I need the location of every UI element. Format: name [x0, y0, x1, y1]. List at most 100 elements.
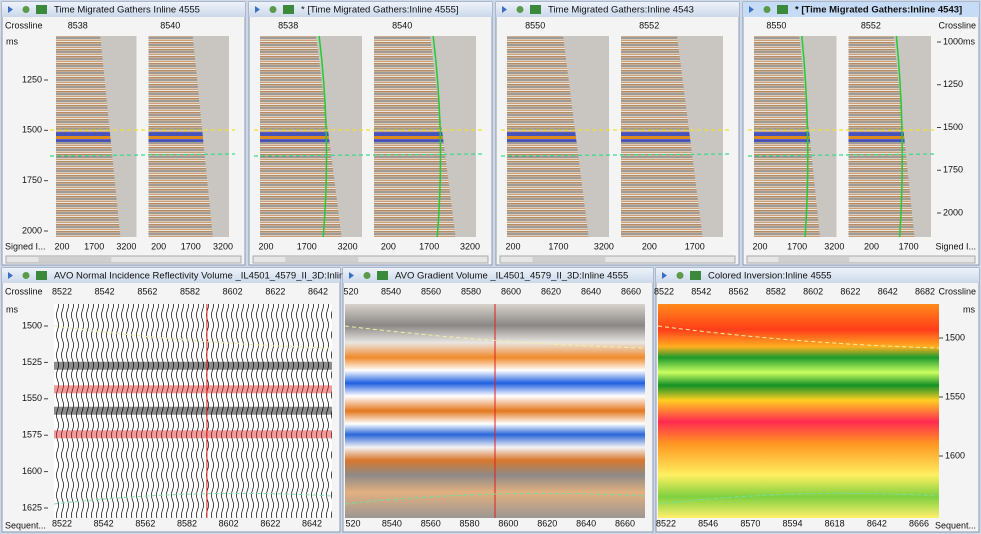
time-tick-label: 1750 [943, 165, 963, 175]
time-tick-label: 1250 [22, 74, 42, 84]
offset-label: 200 [752, 241, 767, 251]
bottom-tick-label: 8582 [177, 518, 197, 528]
play-icon [662, 272, 667, 279]
offset-label: 3200 [116, 241, 136, 251]
scrollbar[interactable] [746, 255, 976, 264]
mute-zone [563, 36, 609, 237]
event [148, 136, 229, 139]
title-bar [743, 2, 979, 17]
title-bar [496, 2, 739, 17]
crossline-label: 8642 [878, 286, 898, 296]
horizon [747, 153, 938, 157]
tree-icon [676, 272, 684, 279]
event [754, 136, 837, 139]
mute-zone [430, 36, 476, 237]
panel-title: Time Migrated Gathers:Inline 4543 [548, 5, 694, 16]
event [621, 136, 723, 139]
time-tick-label: 1500 [22, 125, 42, 135]
scrollbar[interactable] [5, 255, 242, 264]
event [54, 385, 332, 394]
scroll-thumb[interactable] [778, 257, 850, 262]
crossline-label: 8538 [68, 20, 88, 30]
time-tick-label: 2000 [943, 207, 963, 217]
horizon [344, 325, 646, 349]
crossline-label: 8560 [421, 286, 441, 296]
crossline-label: 8562 [729, 286, 749, 296]
offset-label: 200 [258, 241, 273, 251]
offset-label: 200 [151, 241, 166, 251]
bottom-tick-label: 520 [345, 518, 360, 528]
panel-title: Time Migrated Gathers Inline 4555 [54, 5, 200, 16]
axis-label: ms [963, 36, 975, 46]
offset-label: 1700 [548, 241, 568, 251]
scroll-thumb[interactable] [285, 257, 359, 262]
crossline-label: 8642 [308, 286, 328, 296]
scroll-thumb[interactable] [38, 257, 112, 262]
crossline-label: 8522 [654, 286, 674, 296]
horizon [253, 153, 483, 157]
time-tick-label: 2000 [22, 225, 42, 235]
bottom-tick-label: 8540 [382, 518, 402, 528]
tree-icon [269, 6, 277, 13]
offset-label: 1700 [84, 241, 104, 251]
crossline-label: 8542 [691, 286, 711, 296]
tm-logo [690, 271, 701, 280]
event [260, 136, 362, 139]
panel-title: * [Time Migrated Gathers:Inline 4555] [301, 5, 459, 16]
panel-title: * [Time Migrated Gathers:Inline 4543] [795, 5, 962, 16]
bottom-tick-label: 8570 [740, 518, 760, 528]
scrollbar[interactable] [252, 255, 489, 264]
event [507, 136, 609, 139]
tm-logo [36, 5, 47, 14]
time-tick-label: 1000 [943, 36, 963, 46]
bottom-tick-label: 8522 [656, 518, 676, 528]
offset-label: 200 [505, 241, 520, 251]
time-tick-label: 1500 [943, 122, 963, 132]
axis-label: ms [6, 304, 18, 314]
velocity-curve [801, 35, 809, 238]
tm-logo [530, 5, 541, 14]
bottom-tick-label: 8620 [537, 518, 557, 528]
axis-label: ms [6, 36, 18, 46]
horizon [49, 153, 236, 157]
scroll-thumb[interactable] [532, 257, 606, 262]
offset-label: 1700 [297, 241, 317, 251]
event [56, 136, 137, 139]
offset-label: 200 [54, 241, 69, 251]
time-tick-label: 1550 [945, 391, 965, 401]
tree-icon [22, 272, 30, 279]
tree-icon [763, 6, 771, 13]
mute-zone [893, 36, 931, 237]
title-bar [2, 2, 245, 17]
crossline-label: 8538 [278, 20, 298, 30]
offset-label: 3200 [213, 241, 233, 251]
time-tick-label: 1250 [943, 79, 963, 89]
offset-label: 200 [642, 241, 657, 251]
crossline-label: 8640 [581, 286, 601, 296]
play-icon [8, 6, 13, 13]
offset-label: 3200 [824, 241, 844, 251]
bottom-tick-label: 8622 [260, 518, 280, 528]
event [54, 361, 332, 370]
play-icon [255, 6, 260, 13]
bottom-tick-label: 8562 [135, 518, 155, 528]
time-tick-label: 1575 [22, 430, 42, 440]
offset-label: 1700 [787, 241, 807, 251]
crossline-label: 8552 [861, 20, 881, 30]
velocity-curve [895, 35, 904, 238]
tm-logo [36, 271, 47, 280]
mute-zone [192, 36, 229, 237]
offset-label: 1700 [685, 241, 705, 251]
time-tick-label: 1525 [22, 357, 42, 367]
crossline-label: 8660 [621, 286, 641, 296]
crossline-label: 8552 [639, 20, 659, 30]
velocity-curve [432, 35, 442, 238]
axis-label: Sequent... [5, 520, 46, 530]
scrollbar[interactable] [499, 255, 736, 264]
tree-icon [363, 272, 371, 279]
bottom-tick-label: 8666 [909, 518, 929, 528]
title-bar [2, 268, 340, 283]
axis-label: ms [963, 304, 975, 314]
bottom-tick-label: 8618 [825, 518, 845, 528]
